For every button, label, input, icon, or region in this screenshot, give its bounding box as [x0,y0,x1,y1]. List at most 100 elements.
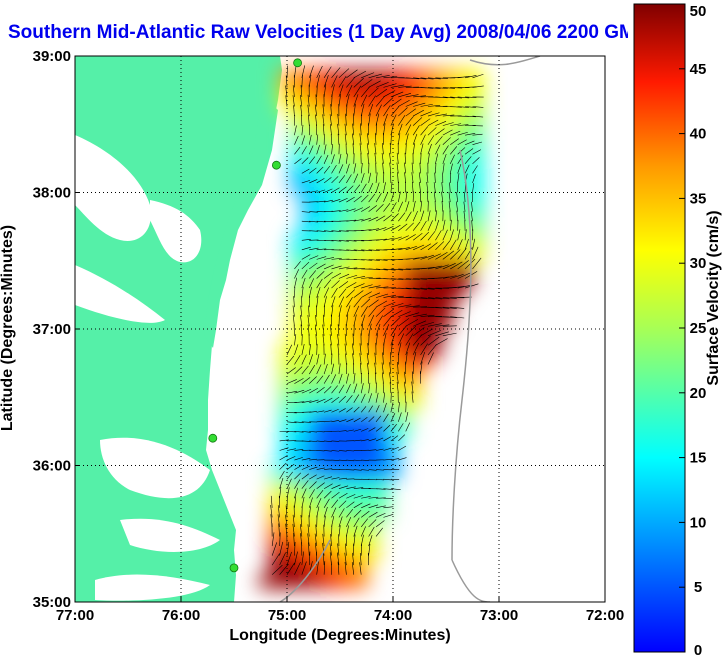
velocity-cell [407,178,422,193]
current-vector [286,562,295,575]
current-vector [442,87,455,89]
current-vector [315,114,317,126]
velocity-cell [375,315,390,330]
current-vector [323,144,327,155]
current-vector [389,362,392,375]
velocity-cell [470,233,485,248]
velocity-cell [333,328,347,343]
velocity-cell [407,383,422,398]
current-vector [338,419,347,423]
current-vector [352,353,355,365]
current-vector [324,230,334,232]
current-vector [338,525,341,537]
current-vector [353,373,356,384]
current-vector [398,191,401,203]
current-vector [323,483,333,489]
current-vector [368,427,376,432]
current-vector [450,261,463,270]
current-vector [420,314,435,318]
current-vector [383,259,396,261]
current-vector [472,149,482,155]
current-vector [360,298,371,308]
current-vector [331,144,333,155]
velocity-cell [322,328,337,343]
current-vector [316,364,322,375]
velocity-cell [311,356,326,371]
velocity-cell [301,369,316,384]
current-vector [309,466,318,470]
colorbar-tick-label: 40 [690,126,707,143]
current-vector [368,306,377,317]
current-vector [441,182,444,193]
current-vector [271,553,280,566]
current-vector [278,523,280,537]
velocity-cell [449,137,464,152]
velocity-cell [258,574,273,589]
current-vector [346,314,349,327]
current-vector [420,343,428,356]
velocity-cell [343,165,358,180]
current-vector [353,517,360,528]
current-vector [338,296,345,308]
current-vector [472,257,482,270]
current-vector [411,371,414,384]
current-vector [464,192,466,203]
current-vector [398,445,407,451]
current-vector [331,515,335,527]
current-vector [323,264,334,270]
current-vector [315,542,317,556]
current-vector [338,281,349,289]
current-vector [420,297,435,300]
current-vector [338,153,342,164]
current-vector [294,334,297,346]
current-vector [294,496,297,508]
current-vector [435,77,448,79]
velocity-cell [396,397,411,412]
longitude-axis: 77:00 76:00 75:00 74:00 73:00 72:00 [56,597,624,624]
current-vector [331,491,340,499]
current-vector [368,193,376,203]
current-vector [457,296,472,298]
current-vector [383,113,388,126]
current-vector [427,153,430,164]
current-vector [360,534,364,547]
current-vector [412,210,418,222]
current-vector [316,84,318,97]
velocity-cell [333,260,347,275]
current-vector [346,249,357,252]
current-vector [390,213,399,222]
current-vector [316,166,324,174]
current-vector [330,534,332,547]
current-vector [435,264,449,270]
velocity-cell [333,547,347,562]
current-vector [405,191,408,203]
current-vector [368,496,379,499]
velocity-cell [322,219,337,234]
velocity-cell [417,342,432,357]
velocity-cell [311,219,326,234]
current-vector [301,286,304,298]
current-vector [279,470,285,480]
velocity-cell [417,274,432,289]
velocity-cell [354,83,369,98]
current-vector [323,287,330,298]
current-vector [294,464,303,470]
velocity-cell [470,192,485,207]
current-vector [420,152,422,164]
current-vector [301,220,311,223]
current-vector [368,292,381,298]
velocity-cell [407,151,422,166]
current-vector [330,104,332,117]
current-vector [396,162,399,174]
velocity-cell [428,83,443,98]
current-vector [368,182,374,193]
velocity-cell [333,397,347,412]
velocity-cell [301,219,316,234]
current-vector [360,183,367,193]
current-vector [294,551,298,566]
current-vector [383,402,387,413]
current-vector [464,156,472,165]
current-vector [309,262,318,270]
velocity-cell [386,178,400,193]
current-vector [279,532,281,547]
